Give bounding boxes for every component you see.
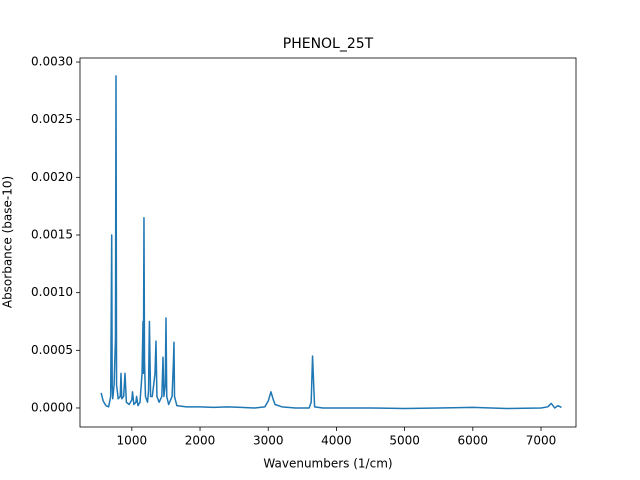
x-tick-label: 2000: [185, 434, 216, 448]
y-tick-label: 0.0025: [31, 112, 73, 126]
y-tick-label: 0.0020: [31, 170, 73, 184]
x-tick-label: 3000: [253, 434, 284, 448]
x-tick-label: 7000: [526, 434, 557, 448]
y-tick-label: 0.0000: [31, 400, 73, 414]
spectrum-line: [100, 75, 562, 410]
x-tick-label: 6000: [458, 434, 489, 448]
x-tick-label: 5000: [389, 434, 420, 448]
chart-title: PHENOL_25T: [283, 36, 374, 52]
y-tick-label: 0.0030: [31, 55, 73, 69]
x-tick-label: 4000: [321, 434, 352, 448]
y-tick-label: 0.0005: [31, 343, 73, 357]
y-tick-label: 0.0010: [31, 285, 73, 299]
y-axis-label: Absorbance (base-10): [1, 176, 15, 308]
x-axis-label: Wavenumbers (1/cm): [263, 457, 392, 471]
y-tick-label: 0.0015: [31, 228, 73, 242]
plot-frame: [79, 57, 577, 428]
x-tick-label: 1000: [117, 434, 148, 448]
